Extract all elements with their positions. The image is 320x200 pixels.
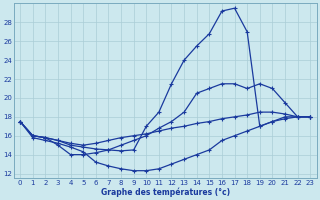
X-axis label: Graphe des températures (°c): Graphe des températures (°c)	[100, 187, 230, 197]
